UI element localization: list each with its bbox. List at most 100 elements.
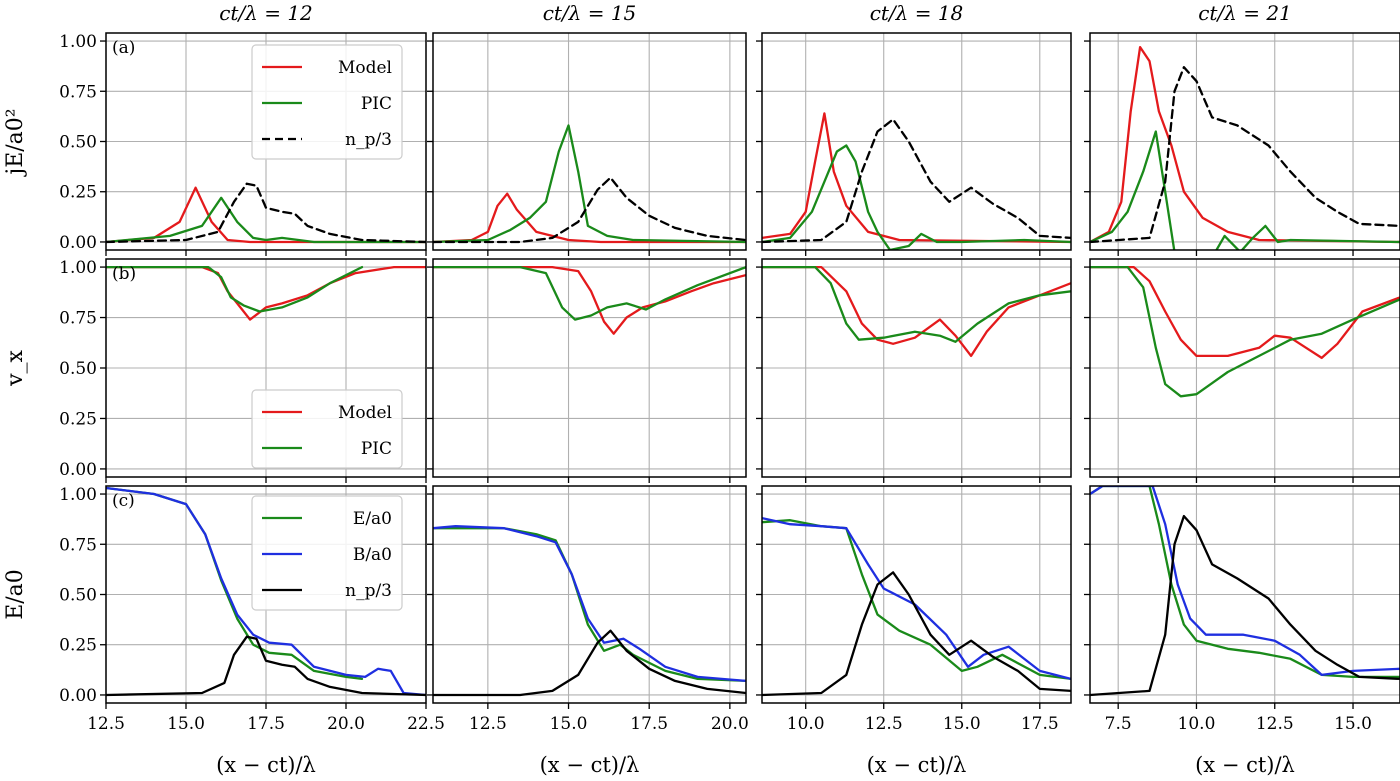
x-tick-label: 20.0 bbox=[711, 714, 749, 734]
legend-entry: Model bbox=[338, 403, 392, 423]
series-line-n-p-3 bbox=[1090, 66, 1400, 244]
axes-frame bbox=[761, 485, 1072, 704]
legend-entry: Model bbox=[338, 58, 392, 78]
y-tick-label: 0.50 bbox=[59, 586, 97, 606]
legend-entry: n_p/3 bbox=[345, 130, 392, 150]
series-line-pic bbox=[433, 124, 746, 244]
series-line-b-a0 bbox=[762, 516, 1071, 681]
axes-frame bbox=[1089, 485, 1400, 704]
series-line-model bbox=[433, 265, 746, 335]
series-line-n-p-3 bbox=[762, 118, 1071, 244]
series-line-model bbox=[106, 186, 426, 244]
x-tick-label: 12.5 bbox=[87, 714, 125, 734]
column-title: ct/λ = 12 bbox=[219, 1, 313, 25]
y-tick-label: 0.25 bbox=[59, 636, 97, 656]
y-tick-label: 1.00 bbox=[59, 258, 97, 278]
x-tick-label: 15.0 bbox=[1334, 714, 1372, 734]
x-tick-label: 17.5 bbox=[630, 714, 668, 734]
series-group bbox=[1090, 486, 1400, 697]
legend-entry: PIC bbox=[361, 439, 392, 459]
series-group bbox=[106, 265, 426, 321]
series-line-model bbox=[106, 265, 426, 321]
x-axis-label: (x − ct)/λ bbox=[867, 753, 967, 777]
y-axis-label: v_x bbox=[3, 349, 28, 386]
series-line-b-a0 bbox=[433, 525, 746, 683]
x-tick-label: 15.0 bbox=[167, 714, 205, 734]
y-tick-label: 0.00 bbox=[59, 233, 97, 253]
legend: Model PIC bbox=[251, 389, 403, 469]
panel-r2-c3: 7.5 10.0 12.5 15.0 bbox=[1084, 486, 1400, 734]
panel-r0-c2 bbox=[756, 33, 1071, 256]
panel-r2-c0: 0.00 0.25 0.50 0.75 1.00 12.5 15.0 17.5 20.0 22.5 bbox=[59, 485, 445, 734]
axes-frame bbox=[432, 32, 747, 251]
column-title: ct/λ = 18 bbox=[870, 1, 964, 25]
axes-frame bbox=[105, 485, 427, 704]
panel-r2-c1: 12.5 15.0 17.5 20.0 bbox=[427, 486, 749, 734]
legend-entry: E/a0 bbox=[353, 509, 392, 529]
x-axis-label: (x − ct)/λ bbox=[216, 753, 316, 777]
series-line-b-a0 bbox=[1090, 486, 1400, 677]
x-tick-label: 7.5 bbox=[1105, 714, 1132, 734]
axes-frame bbox=[761, 258, 1072, 478]
panel-label: (b) bbox=[112, 264, 136, 284]
series-line-pic bbox=[1090, 265, 1400, 398]
series-line-pic bbox=[106, 196, 426, 244]
axes-frame bbox=[105, 32, 427, 251]
series-group bbox=[106, 182, 426, 244]
x-tick-label: 17.5 bbox=[1021, 714, 1059, 734]
series-line-model bbox=[1090, 265, 1400, 360]
legend-box bbox=[251, 44, 403, 160]
series-line-n-p-3 bbox=[106, 182, 426, 244]
series-group bbox=[1090, 265, 1400, 398]
y-tick-label: 0.00 bbox=[59, 686, 97, 706]
x-tick-label: 10.0 bbox=[1178, 714, 1216, 734]
x-axis-label: (x − ct)/λ bbox=[540, 753, 640, 777]
y-tick-label: 0.00 bbox=[59, 460, 97, 480]
x-tick-label: 15.0 bbox=[943, 714, 981, 734]
panel-r2-c2: 10.0 12.5 15.0 17.5 bbox=[756, 486, 1071, 734]
panel-r1-c2 bbox=[756, 259, 1071, 483]
legend-box bbox=[251, 495, 403, 611]
y-tick-label: 1.00 bbox=[59, 32, 97, 52]
axes-frame bbox=[432, 258, 747, 478]
series-line-pic bbox=[762, 265, 1071, 343]
axes-frame bbox=[1089, 258, 1400, 478]
series-group bbox=[1090, 45, 1400, 250]
legend-entry: PIC bbox=[361, 94, 392, 114]
series-line-model bbox=[762, 112, 1071, 244]
x-tick-label: 17.5 bbox=[247, 714, 285, 734]
y-tick-label: 0.50 bbox=[59, 359, 97, 379]
y-tick-label: 0.75 bbox=[59, 535, 97, 555]
series-group bbox=[433, 265, 746, 335]
series-group bbox=[106, 486, 426, 697]
series-line-model bbox=[1090, 45, 1400, 244]
series-group bbox=[433, 124, 746, 244]
y-tick-label: 1.00 bbox=[59, 485, 97, 505]
series-line-n-p-3 bbox=[106, 635, 426, 697]
series-group bbox=[762, 112, 1071, 250]
x-tick-label: 15.0 bbox=[550, 714, 588, 734]
y-axis-label: jE/a0² bbox=[3, 108, 28, 177]
legend-entry: n_p/3 bbox=[345, 581, 392, 601]
series-line-model bbox=[762, 265, 1071, 358]
axes-frame bbox=[761, 32, 1072, 251]
axes-frame bbox=[1089, 32, 1400, 251]
series-line-pic bbox=[433, 265, 746, 321]
series-line-n-p-3 bbox=[1090, 514, 1400, 697]
legend: Model PIC n_p/3 bbox=[251, 44, 403, 160]
axes-frame bbox=[432, 485, 747, 704]
x-tick-label: 20.0 bbox=[327, 714, 365, 734]
x-tick-label: 10.0 bbox=[787, 714, 825, 734]
legend-entry: B/a0 bbox=[353, 545, 392, 565]
series-line-n-p-3 bbox=[433, 176, 746, 244]
series-group bbox=[433, 525, 746, 697]
legend: E/a0 B/a0 n_p/3 bbox=[251, 495, 403, 611]
x-tick-label: 12.5 bbox=[1256, 714, 1294, 734]
series-line-b-a0 bbox=[106, 486, 426, 697]
y-tick-label: 0.25 bbox=[59, 409, 97, 429]
panel-label: (a) bbox=[112, 38, 135, 58]
y-tick-label: 0.25 bbox=[59, 183, 97, 203]
x-tick-label: 12.5 bbox=[469, 714, 507, 734]
column-title: ct/λ = 15 bbox=[543, 1, 637, 25]
series-line-pic bbox=[1090, 130, 1400, 250]
